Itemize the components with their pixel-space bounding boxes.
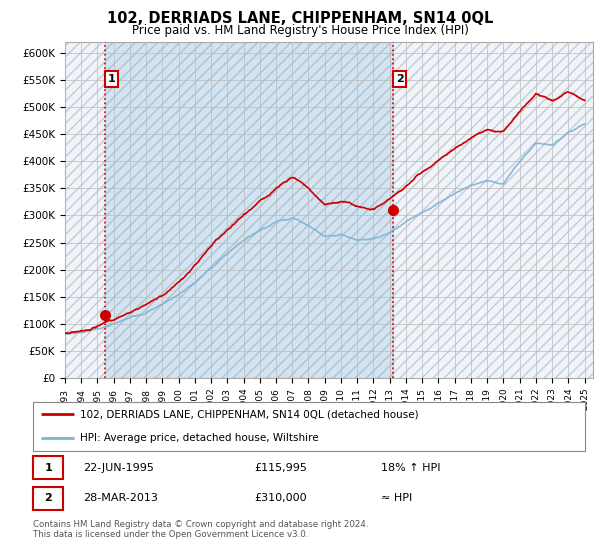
- Text: 1: 1: [107, 74, 115, 84]
- Text: ≈ HPI: ≈ HPI: [381, 493, 412, 503]
- Text: £115,995: £115,995: [254, 463, 307, 473]
- Text: 1: 1: [44, 463, 52, 473]
- Text: 102, DERRIADS LANE, CHIPPENHAM, SN14 0QL: 102, DERRIADS LANE, CHIPPENHAM, SN14 0QL: [107, 11, 493, 26]
- Text: 22-JUN-1995: 22-JUN-1995: [83, 463, 154, 473]
- FancyBboxPatch shape: [33, 402, 585, 451]
- Text: 18% ↑ HPI: 18% ↑ HPI: [381, 463, 440, 473]
- Text: 2: 2: [44, 493, 52, 503]
- FancyBboxPatch shape: [33, 487, 64, 510]
- Text: 28-MAR-2013: 28-MAR-2013: [83, 493, 158, 503]
- Text: Contains HM Land Registry data © Crown copyright and database right 2024.
This d: Contains HM Land Registry data © Crown c…: [33, 520, 368, 539]
- FancyBboxPatch shape: [33, 456, 64, 479]
- Text: £310,000: £310,000: [254, 493, 307, 503]
- Text: 102, DERRIADS LANE, CHIPPENHAM, SN14 0QL (detached house): 102, DERRIADS LANE, CHIPPENHAM, SN14 0QL…: [80, 409, 419, 419]
- Bar: [105, 42, 394, 378]
- Text: 2: 2: [396, 74, 404, 84]
- Text: Price paid vs. HM Land Registry's House Price Index (HPI): Price paid vs. HM Land Registry's House …: [131, 24, 469, 36]
- Text: HPI: Average price, detached house, Wiltshire: HPI: Average price, detached house, Wilt…: [80, 433, 319, 443]
